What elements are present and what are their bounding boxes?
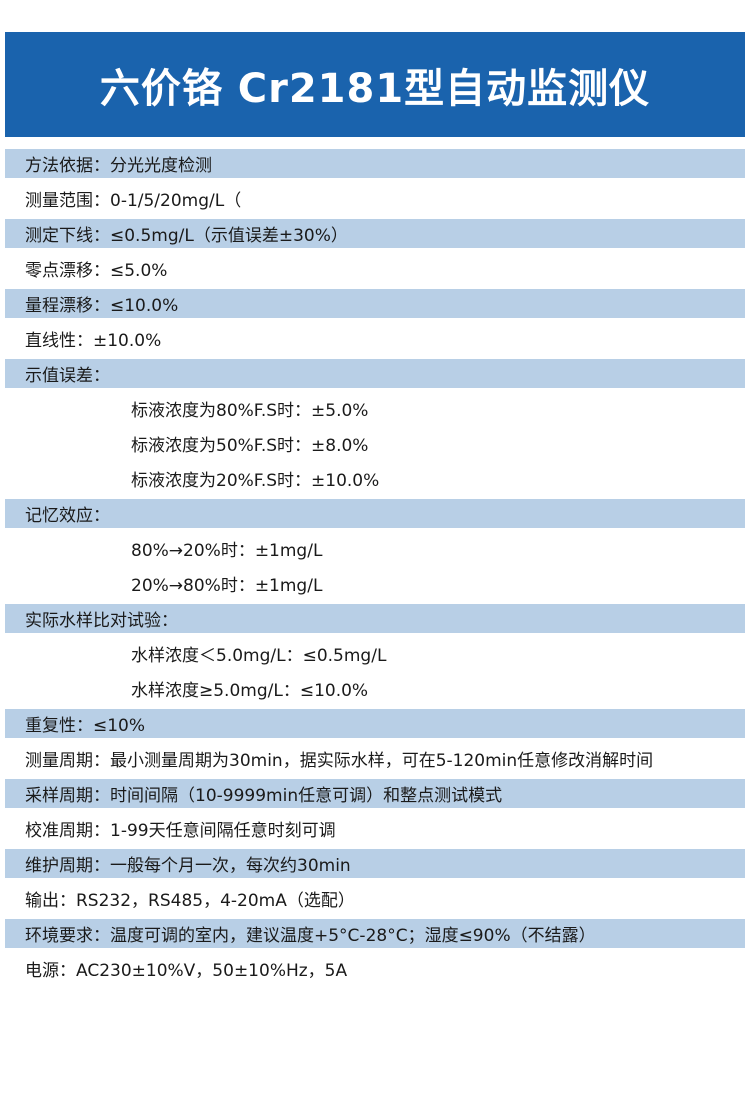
spec-text: 校准周期：1-99天任意间隔任意时刻可调 <box>25 821 336 841</box>
spec-subitem: 水样浓度≥5.0mg/L：≤10.0% <box>5 671 745 706</box>
spec-item: 维护周期：一般每个月一次，每次约30min <box>5 846 745 881</box>
spec-subitem: 20%→80%时：±1mg/L <box>5 566 745 601</box>
spec-item: 测定下线：≤0.5mg/L（示值误差±30%） <box>5 216 745 251</box>
spec-text: 水样浓度≥5.0mg/L：≤10.0% <box>131 681 369 701</box>
spec-item: 量程漂移：≤10.0% <box>5 286 745 321</box>
spec-text: 实际水样比对试验： <box>25 611 178 631</box>
spec-text: 测定下线：≤0.5mg/L（示值误差±30%） <box>25 226 348 246</box>
title-banner: 六价铬 Cr2181型自动监测仪 <box>5 32 745 137</box>
spec-item: 记忆效应： <box>5 496 745 531</box>
spec-item: 示值误差： <box>5 356 745 391</box>
spec-item: 测量周期：最小测量周期为30min，据实际水样，可在5-120min任意修改消解… <box>5 741 745 776</box>
spec-text: 直线性：±10.0% <box>25 331 162 351</box>
spec-text: 零点漂移：≤5.0% <box>25 261 168 281</box>
spec-text: 量程漂移：≤10.0% <box>25 296 179 316</box>
spec-item: 测量范围：0-1/5/20mg/L（ <box>5 181 745 216</box>
spec-item: 输出：RS232，RS485，4-20mA（选配） <box>5 881 745 916</box>
spec-list: 方法依据：分光光度检测测量范围：0-1/5/20mg/L（ 测定下线：≤0.5mg… <box>5 146 745 986</box>
spec-item: 直线性：±10.0% <box>5 321 745 356</box>
page-title: 六价铬 Cr2181型自动监测仪 <box>99 65 651 112</box>
spec-item: 零点漂移：≤5.0% <box>5 251 745 286</box>
spec-text: 维护周期：一般每个月一次，每次约30min <box>25 856 351 876</box>
spec-item: 电源：AC230±10%V，50±10%Hz，5A <box>5 951 745 986</box>
spec-text: 记忆效应： <box>25 506 110 526</box>
spec-subitem: 标液浓度为20%F.S时：±10.0% <box>5 461 745 496</box>
spec-subitem: 标液浓度为80%F.S时：±5.0% <box>5 391 745 426</box>
spec-text: 水样浓度＜5.0mg/L：≤0.5mg/L <box>131 646 387 666</box>
spec-text: 20%→80%时：±1mg/L <box>131 576 323 596</box>
spec-text: 测量范围：0-1/5/20mg/L（ <box>25 191 242 211</box>
spec-subitem: 标液浓度为50%F.S时：±8.0% <box>5 426 745 461</box>
spec-item: 方法依据：分光光度检测 <box>5 146 745 181</box>
spec-item: 环境要求：温度可调的室内，建议温度+5°C-28°C；湿度≤90%（不结露） <box>5 916 745 951</box>
spec-text: 采样周期：时间间隔（10-9999min任意可调）和整点测试模式 <box>25 786 503 806</box>
spec-text: 标液浓度为20%F.S时：±10.0% <box>131 471 380 491</box>
spec-item: 校准周期：1-99天任意间隔任意时刻可调 <box>5 811 745 846</box>
spec-text: 示值误差： <box>25 366 110 386</box>
spec-text: 标液浓度为80%F.S时：±5.0% <box>131 401 369 421</box>
spec-item: 重复性：≤10% <box>5 706 745 741</box>
spec-text: 环境要求：温度可调的室内，建议温度+5°C-28°C；湿度≤90%（不结露） <box>25 926 596 946</box>
spec-text: 方法依据：分光光度检测 <box>25 156 212 176</box>
spec-item: 采样周期：时间间隔（10-9999min任意可调）和整点测试模式 <box>5 776 745 811</box>
spec-text: 80%→20%时：±1mg/L <box>131 541 323 561</box>
spec-subitem: 80%→20%时：±1mg/L <box>5 531 745 566</box>
spec-text: 标液浓度为50%F.S时：±8.0% <box>131 436 369 456</box>
spec-text: 输出：RS232，RS485，4-20mA（选配） <box>25 891 355 911</box>
spec-text: 重复性：≤10% <box>25 716 146 736</box>
spec-subitem: 水样浓度＜5.0mg/L：≤0.5mg/L <box>5 636 745 671</box>
spec-item: 实际水样比对试验： <box>5 601 745 636</box>
spec-text: 电源：AC230±10%V，50±10%Hz，5A <box>25 961 348 981</box>
spec-text: 测量周期：最小测量周期为30min，据实际水样，可在5-120min任意修改消解… <box>25 751 654 771</box>
